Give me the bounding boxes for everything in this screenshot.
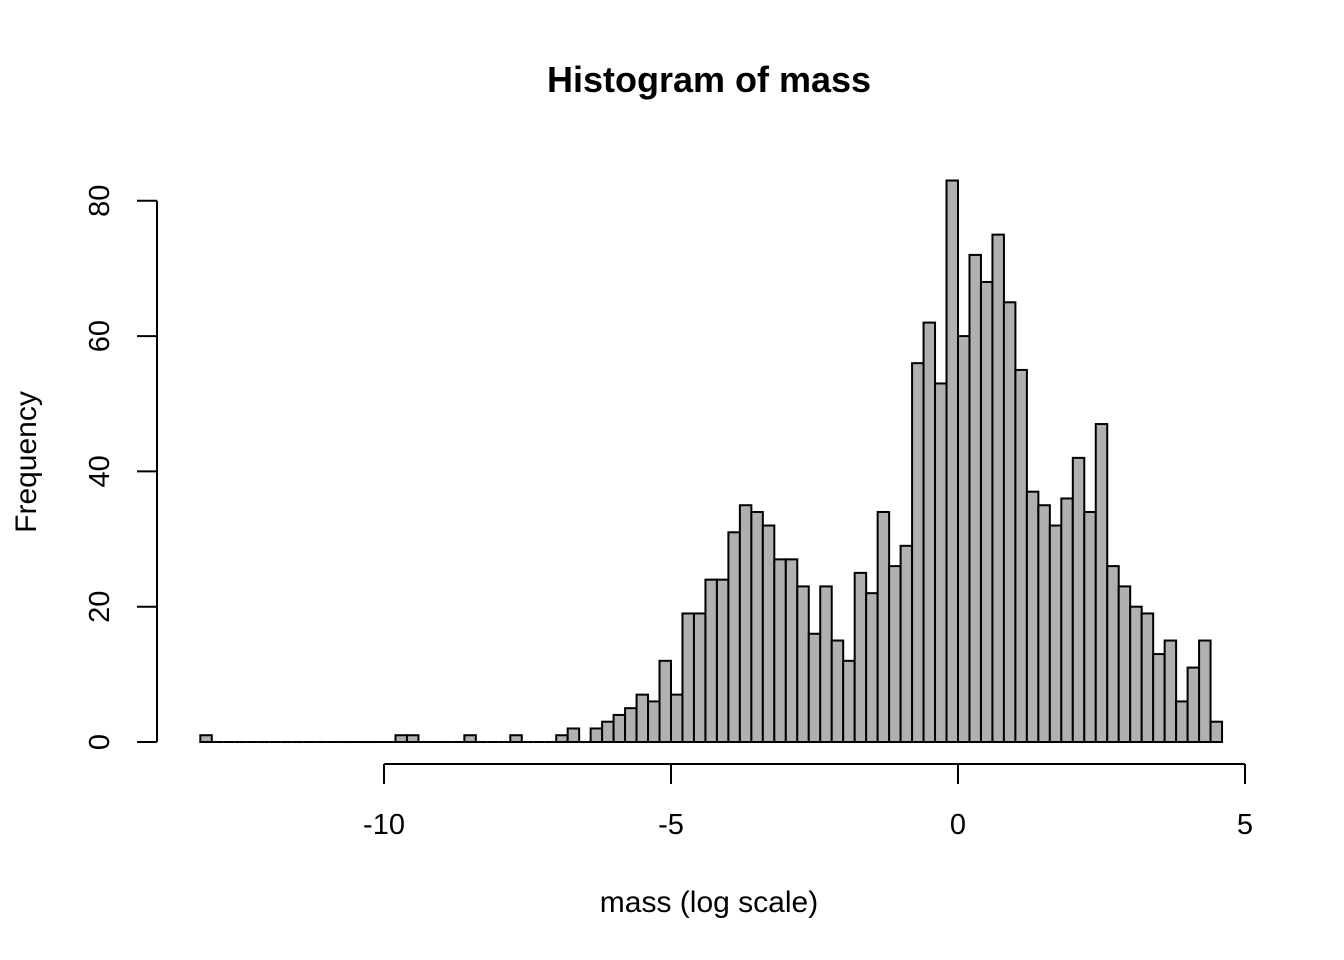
histogram-bar <box>865 592 879 743</box>
histogram-bar <box>979 280 994 743</box>
histogram-bar <box>807 632 822 744</box>
histogram-bar <box>934 382 948 743</box>
histogram-bar <box>1198 639 1212 744</box>
histogram-bar <box>1002 301 1017 743</box>
histogram-bar <box>715 578 730 744</box>
histogram-bar <box>1209 720 1224 744</box>
histogram-bar <box>692 612 707 743</box>
histogram-bar <box>1037 504 1051 744</box>
histogram-bar <box>199 734 213 743</box>
y-axis: 0 20 40 60 80 <box>84 185 158 750</box>
histogram-bar <box>819 585 833 744</box>
histogram-bar <box>1175 700 1189 743</box>
histogram-bar <box>1117 585 1132 744</box>
histogram-bar <box>1163 639 1178 744</box>
histogram-bar <box>842 659 856 744</box>
histogram-bar <box>853 571 868 744</box>
x-axis: -10 -5 0 5 <box>363 763 1253 841</box>
histogram-bar <box>463 734 477 743</box>
y-tick-label: 60 <box>84 320 116 352</box>
y-tick-label: 0 <box>84 734 116 750</box>
histogram-bar <box>991 233 1005 744</box>
histogram-bar <box>1025 490 1040 744</box>
histogram-bar <box>681 612 695 743</box>
histogram-bar <box>957 335 971 743</box>
histogram-bar <box>1071 456 1086 743</box>
chart-title: Histogram of mass <box>547 59 871 100</box>
histogram-bar <box>773 558 787 743</box>
y-tick-label: 80 <box>84 185 116 217</box>
histogram-bar <box>624 707 638 743</box>
histogram-bar <box>1094 423 1109 743</box>
histogram-bar <box>750 510 764 743</box>
x-tick-label: -10 <box>363 809 405 841</box>
histogram-bar <box>1083 510 1097 743</box>
histogram-bar <box>601 720 615 744</box>
histogram-bar <box>830 639 845 744</box>
y-tick-label: 20 <box>84 591 116 623</box>
histogram-bar <box>1129 605 1143 744</box>
histogram-bar <box>635 693 650 744</box>
histogram-bar <box>1140 612 1155 743</box>
histogram-bar <box>796 585 810 744</box>
histogram-bar <box>888 565 902 743</box>
histogram-bar <box>911 362 925 743</box>
histogram-bar <box>727 531 741 744</box>
histogram-bar <box>555 734 569 743</box>
histogram-bar <box>968 253 982 743</box>
bars-group <box>199 179 1224 744</box>
x-tick-label: 5 <box>1237 809 1253 841</box>
x-axis-label: mass (log scale) <box>600 886 818 919</box>
histogram-bar <box>670 693 684 744</box>
histogram-bar <box>704 578 718 744</box>
histogram-bar <box>1106 565 1120 743</box>
y-axis-label: Frequency <box>10 391 43 533</box>
histogram-bar <box>945 179 960 743</box>
histogram-bar <box>1152 653 1166 743</box>
histogram-bar <box>1014 368 1028 743</box>
histogram-bar <box>1048 524 1063 744</box>
histogram-bar <box>1186 666 1201 744</box>
histogram-bar <box>1060 497 1074 743</box>
histogram-bar <box>509 734 523 743</box>
histogram-bar <box>394 734 408 743</box>
y-tick-label: 40 <box>84 455 116 487</box>
histogram-bar <box>738 504 753 744</box>
histogram-bar <box>589 727 604 743</box>
histogram-bar <box>612 713 627 744</box>
x-tick-label: -5 <box>658 809 684 841</box>
histogram-bar <box>784 558 799 743</box>
x-tick-label: 0 <box>950 809 966 841</box>
histogram-bar <box>761 524 776 744</box>
histogram-bar <box>658 659 673 744</box>
histogram-bar <box>566 727 581 743</box>
histogram-bar <box>899 544 914 743</box>
histogram-bar <box>405 734 420 743</box>
histogram-bar <box>647 700 661 743</box>
histogram-bar <box>922 321 937 743</box>
histogram-bar <box>876 510 891 743</box>
